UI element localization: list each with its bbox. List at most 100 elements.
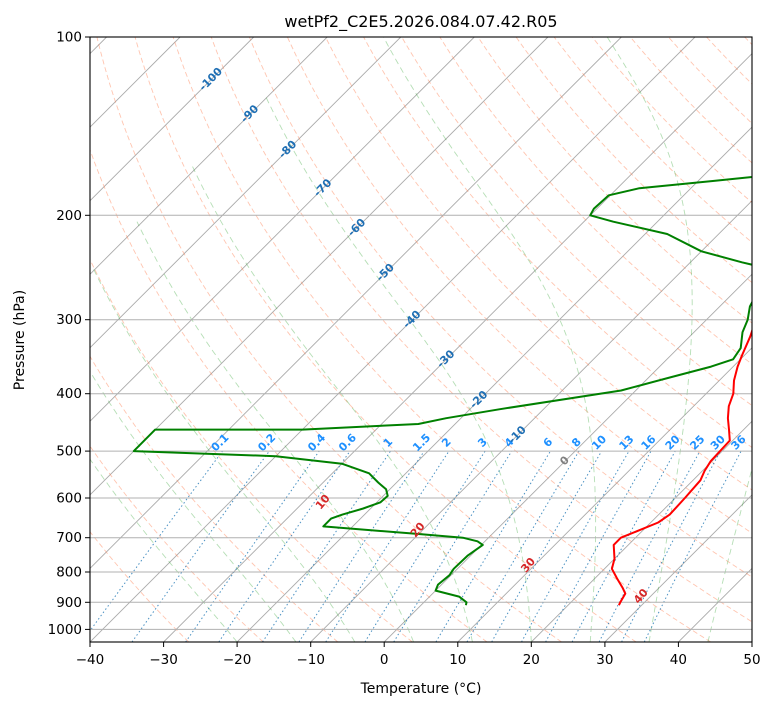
y-tick-label: 500: [56, 444, 82, 460]
isotherm-line: [90, 37, 328, 275]
isotherm-line: [90, 37, 696, 642]
mixing-ratio-line: [393, 450, 513, 642]
x-tick-label: 20: [523, 652, 540, 668]
isotherm-line: [383, 273, 752, 642]
y-tick-label: 900: [56, 595, 82, 611]
mixing-ratio-line: [435, 450, 551, 642]
mixing-ratio-line: [131, 450, 270, 642]
moist-adiabat-line: [90, 458, 238, 642]
mixing-ratio-line: [571, 450, 676, 642]
sounding-profiles: [132, 176, 752, 606]
mixing-ratio-line: [298, 450, 425, 642]
dry-adiabat-label: 40: [631, 586, 651, 606]
mixing-ratio-line: [185, 450, 320, 642]
dry-adiabat-line: [439, 37, 752, 365]
dry-adiabat-line: [172, 37, 712, 642]
isotherm-label: -80: [276, 138, 299, 161]
x-tick-label: 50: [743, 652, 760, 668]
x-axis: −40 −30 −20 −10 0 10 20 30 40 50: [76, 642, 761, 668]
dry-adiabat-line: [90, 148, 488, 642]
mixing-ratio-label: 25: [687, 433, 707, 453]
x-tick-label: 30: [596, 652, 613, 668]
moist-adiabat-line: [191, 165, 473, 642]
mixing-ratio-line: [90, 450, 223, 632]
y-tick-label: 200: [56, 208, 82, 224]
dry-adiabat-line: [515, 37, 752, 284]
dry-adiabat-line: [629, 37, 752, 164]
y-tick-label: 700: [56, 530, 82, 546]
moist-adiabat-line: [136, 221, 415, 642]
y-tick-label: 300: [56, 312, 82, 328]
pressure-gridlines: [90, 37, 752, 630]
isotherm-line: [457, 347, 752, 642]
y-tick-label: 600: [56, 491, 82, 507]
mixing-ratio-line: [621, 450, 721, 642]
isotherm-line: [236, 126, 752, 642]
isotherm-label: -70: [311, 176, 334, 199]
y-tick-label: 100: [56, 30, 82, 46]
moist-adiabat-line: [92, 267, 356, 642]
dry-adiabat-line: [248, 37, 752, 578]
x-tick-label: −40: [76, 652, 105, 668]
x-tick-label: −20: [223, 652, 252, 668]
mixing-ratio-label: 20: [663, 432, 683, 452]
mixing-ratio-label: 16: [639, 432, 659, 452]
isotherm-label: -100: [196, 65, 225, 94]
mixing-ratio-label: 36: [729, 432, 749, 452]
moist-adiabat-line: [90, 370, 297, 642]
dewpoint-profile: [132, 176, 752, 606]
dry-adiabat-line: [325, 37, 752, 491]
isotherm-label: -40: [400, 307, 423, 330]
y-tick-label: 800: [56, 565, 82, 581]
dry-adiabat-line: [90, 531, 190, 642]
moist-adiabat-line: [767, 37, 775, 642]
temperature-profile: [610, 327, 752, 606]
x-tick-label: 0: [380, 652, 389, 668]
dry-adiabat-line: [401, 37, 752, 407]
background-lines: [90, 37, 775, 642]
dry-adiabat-line: [668, 37, 752, 125]
x-tick-label: −30: [149, 652, 178, 668]
dry-adiabat-line: [90, 355, 339, 642]
y-tick-label: 400: [56, 386, 82, 402]
isotherm-line: [310, 200, 752, 642]
mixing-ratio-line: [643, 450, 742, 642]
dry-adiabat-line: [591, 37, 752, 204]
chart-title: wetPf2_C2E5.2026.084.07.42.R05: [284, 12, 557, 32]
dry-adiabat-line: [553, 37, 752, 243]
dry-adiabat-line: [477, 37, 752, 324]
isotherm-line: [163, 52, 752, 642]
isotherm-line: [751, 641, 752, 642]
plot-frame: [89, 36, 753, 643]
dry-adiabat-line: [90, 258, 413, 642]
dry-adiabat-line: [134, 37, 637, 642]
y-tick-label: 1000: [48, 622, 82, 638]
isotherm-line: [90, 37, 475, 422]
moist-adiabat-line: [383, 37, 597, 642]
mixing-ratio-line: [466, 450, 580, 642]
mixing-ratio-label: 30: [708, 432, 728, 452]
moist-adiabat-line: [264, 94, 532, 642]
x-tick-label: −10: [296, 652, 325, 668]
dry-adiabat-line: [210, 37, 752, 623]
isotherm-line: [90, 37, 622, 570]
mixing-ratio-line: [262, 450, 391, 642]
isotherm-line: [678, 567, 752, 642]
isotherm-line: [90, 37, 402, 349]
mixing-ratio-line: [325, 450, 450, 642]
isotherm-line: [90, 37, 255, 202]
x-tick-label: 10: [449, 652, 466, 668]
isotherm-line: [90, 37, 549, 496]
isotherm-label: -30: [434, 347, 457, 370]
y-axis-label: Pressure (hPa): [12, 290, 28, 390]
dry-adiabat-label: 20: [408, 520, 428, 540]
isotherm-line: [604, 494, 752, 642]
mixing-ratio-line: [218, 450, 351, 642]
dry-adiabat-line: [363, 37, 752, 449]
x-tick-label: 40: [670, 652, 687, 668]
x-axis-label: Temperature (°C): [360, 681, 482, 697]
isotherm-line: [530, 420, 752, 642]
moist-adiabat-line: [606, 37, 693, 642]
mixing-ratio-line: [545, 450, 652, 642]
